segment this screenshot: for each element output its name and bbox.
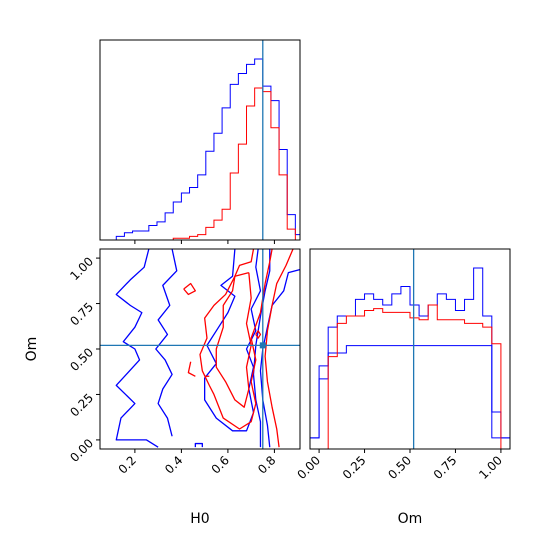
contour-xtick-label: 0.8 <box>255 453 278 476</box>
contour-ytick-label: 0.00 <box>67 436 96 465</box>
contour-red-5 <box>183 282 196 296</box>
om-hist-xtick-label: 0.50 <box>385 453 414 482</box>
om-hist-series-1 <box>310 267 510 449</box>
contour-blue-1 <box>155 249 178 437</box>
h0-axis-label: H0 <box>190 511 209 527</box>
om-hist-xtick-label: 0.75 <box>431 453 460 482</box>
om-hist-xtick-label: 1.00 <box>476 453 505 482</box>
contour-ytick-label: 0.25 <box>67 391 96 420</box>
contour-frame <box>99 248 301 450</box>
contour-blue-5 <box>194 442 203 448</box>
contour-truth-marker <box>259 342 266 349</box>
contour-red-6 <box>255 330 262 339</box>
om-hist-series-2 <box>310 304 510 449</box>
h0-hist-frame <box>99 39 301 241</box>
contour-xtick-label: 0.6 <box>209 453 232 476</box>
contour-ytick-label: 0.75 <box>67 300 96 329</box>
h0-hist-group <box>100 58 300 240</box>
contour-red-0 <box>199 249 273 430</box>
h0-hist-series-1 <box>100 87 300 240</box>
om-hist-frame <box>309 248 511 450</box>
contour-blue-0 <box>115 249 159 448</box>
om-hist-xtick-label: 0.00 <box>294 453 323 482</box>
contour-blue-2 <box>204 249 262 432</box>
contour-ytick-label: 0.50 <box>67 345 96 374</box>
contour-red-2 <box>215 272 252 408</box>
om-axis-label-y: Om <box>24 337 40 362</box>
om-axis-label-x: Om <box>398 511 423 527</box>
om-hist-series-0 <box>310 345 510 449</box>
om-hist-group <box>310 267 510 449</box>
contour-xtick-label: 0.2 <box>116 453 139 476</box>
contour-xtick-label: 0.4 <box>162 453 185 476</box>
contour-red-3 <box>187 361 196 377</box>
contour-blue-4 <box>259 268 300 448</box>
contour-group <box>115 249 300 448</box>
contour-ytick-label: 1.00 <box>67 254 96 283</box>
contour-red-1 <box>264 249 294 448</box>
h0-hist-series-0 <box>100 58 300 240</box>
om-hist-xtick-label: 0.25 <box>340 453 369 482</box>
